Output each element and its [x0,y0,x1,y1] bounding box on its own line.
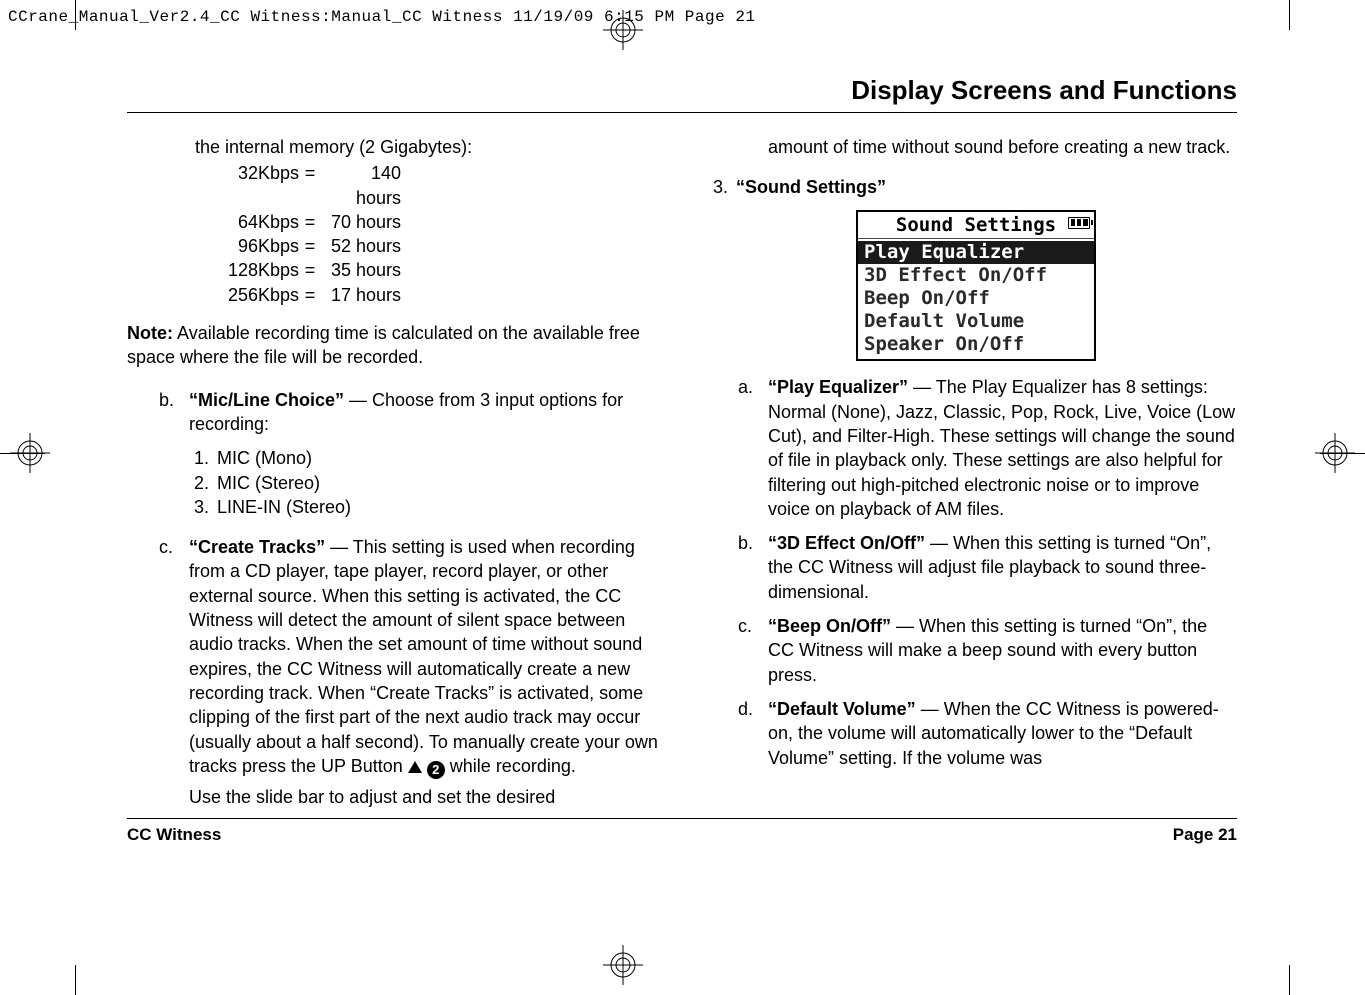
footer-product: CC Witness [127,825,221,845]
lcd-row-play-equalizer: Play Equalizer [858,241,1094,264]
note-paragraph: Note: Available recording time is calcul… [127,321,658,370]
crop-mark [75,0,76,30]
left-column: the internal memory (2 Gigabytes): 32Kbp… [127,135,658,819]
note-text: Available recording time is calculated o… [127,323,640,367]
lcd-title: Sound Settings [858,214,1094,240]
memory-line: the internal memory (2 Gigabytes): [195,135,658,159]
lcd-row-beep: Beep On/Off [858,287,1094,310]
bitrate-row: 256Kbps=17 hours [219,283,658,307]
item-b-3d-effect: b. “3D Effect On/Off” — When this settin… [738,531,1237,604]
registration-mark [10,433,50,473]
lcd-row-3d-effect: 3D Effect On/Off [858,264,1094,287]
item-b-micline: b. “Mic/Line Choice” — Choose from 3 inp… [159,388,658,437]
sound-settings-screen: Sound Settings Play Equalizer 3D Effect … [856,210,1096,362]
footer-page-number: Page 21 [1173,825,1237,845]
lcd-row-default-volume: Default Volume [858,310,1094,333]
two-columns: the internal memory (2 Gigabytes): 32Kbp… [127,135,1237,819]
crop-mark [1289,965,1290,995]
item-c-beep: c. “Beep On/Off” — When this setting is … [738,614,1237,687]
sub-mic-mono: 1.MIC (Mono) [189,446,658,470]
item-c-label: “Create Tracks” [189,537,325,557]
button-number-icon: 2 [427,761,445,779]
bitrate-row: 128Kbps=35 hours [219,258,658,282]
lcd-row-speaker: Speaker On/Off [858,333,1094,356]
registration-mark [1315,433,1355,473]
item-3-soundsettings: 3. “Sound Settings” [706,175,1237,199]
bitrate-table: 32Kbps=140 hours 64Kbps=70 hours 96Kbps=… [219,161,658,307]
registration-mark [603,10,643,50]
print-slug: CCrane_Manual_Ver2.4_CC Witness:Manual_C… [8,8,756,26]
item-b-label: “Mic/Line Choice” [189,390,344,410]
bitrate-row: 96Kbps=52 hours [219,234,658,258]
bitrate-row: 64Kbps=70 hours [219,210,658,234]
content-area: Display Screens and Functions the intern… [127,75,1237,845]
sub-mic-stereo: 2.MIC (Stereo) [189,471,658,495]
sub-linein: 3.LINE-IN (Stereo) [189,495,658,519]
crop-mark [1289,0,1290,30]
section-title: Display Screens and Functions [127,75,1237,113]
slide-bar-text: Use the slide bar to adjust and set the … [189,785,658,809]
page-footer: CC Witness Page 21 [127,818,1237,845]
registration-mark [603,945,643,985]
manual-page: CCrane_Manual_Ver2.4_CC Witness:Manual_C… [0,0,1365,995]
item-c-createtracks: c. “Create Tracks” — This setting is use… [159,535,658,809]
item-a-play-equalizer: a. “Play Equalizer” — The Play Equalizer… [738,375,1237,521]
item-3-label: “Sound Settings” [736,175,1237,199]
item-d-default-volume: d. “Default Volume” — When the CC Witnes… [738,697,1237,770]
right-column: amount of time without sound before crea… [706,135,1237,819]
crop-mark [75,965,76,995]
note-label: Note: [127,323,173,343]
up-arrow-icon [408,761,422,773]
continuation-text: amount of time without sound before crea… [768,135,1237,159]
bitrate-row: 32Kbps=140 hours [219,161,658,210]
battery-icon [1068,217,1090,229]
